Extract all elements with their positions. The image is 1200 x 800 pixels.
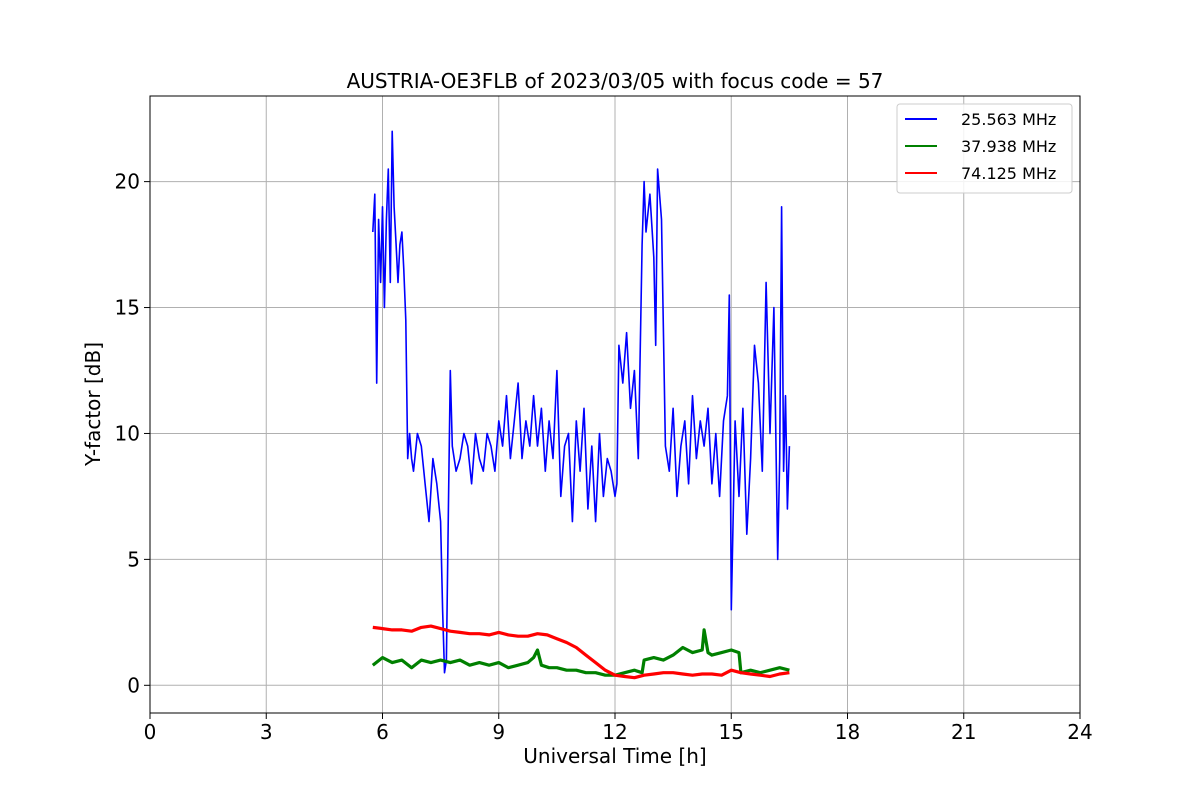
x-tick-label: 18 <box>835 720 860 744</box>
series-line-37-938-mhz <box>371 628 790 677</box>
chart-title: AUSTRIA-OE3FLB of 2023/03/05 with focus … <box>347 69 884 93</box>
x-tick-label: 21 <box>951 720 976 744</box>
x-tick-label: 3 <box>260 720 273 744</box>
y-tick-label: 15 <box>115 296 140 320</box>
axis-ticks: 0 3 6 9 12 15 18 21 24 0 5 10 15 20 <box>115 170 1093 744</box>
x-axis-label: Universal Time [h] <box>523 744 706 768</box>
x-tick-label: 0 <box>144 720 157 744</box>
legend: 25.563 MHz 37.938 MHz 74.125 MHz <box>896 103 1073 194</box>
y-tick-label: 20 <box>115 170 140 194</box>
legend-box <box>896 103 1073 194</box>
series-line-25-563-mhz <box>372 130 791 674</box>
plot-series <box>371 130 791 680</box>
x-tick-label: 6 <box>376 720 389 744</box>
x-tick-label: 15 <box>719 720 744 744</box>
x-tick-label: 12 <box>602 720 627 744</box>
y-axis-label: Y-factor [dB] <box>81 342 105 467</box>
x-tick-label: 24 <box>1067 720 1092 744</box>
legend-label: 74.125 MHz <box>961 164 1056 183</box>
y-tick-label: 0 <box>127 673 140 697</box>
y-tick-label: 10 <box>115 421 140 445</box>
legend-label: 25.563 MHz <box>961 110 1056 129</box>
y-tick-label: 5 <box>127 547 140 571</box>
x-tick-label: 9 <box>492 720 505 744</box>
legend-label: 37.938 MHz <box>961 137 1056 156</box>
series-line-74-125-mhz <box>372 624 790 680</box>
